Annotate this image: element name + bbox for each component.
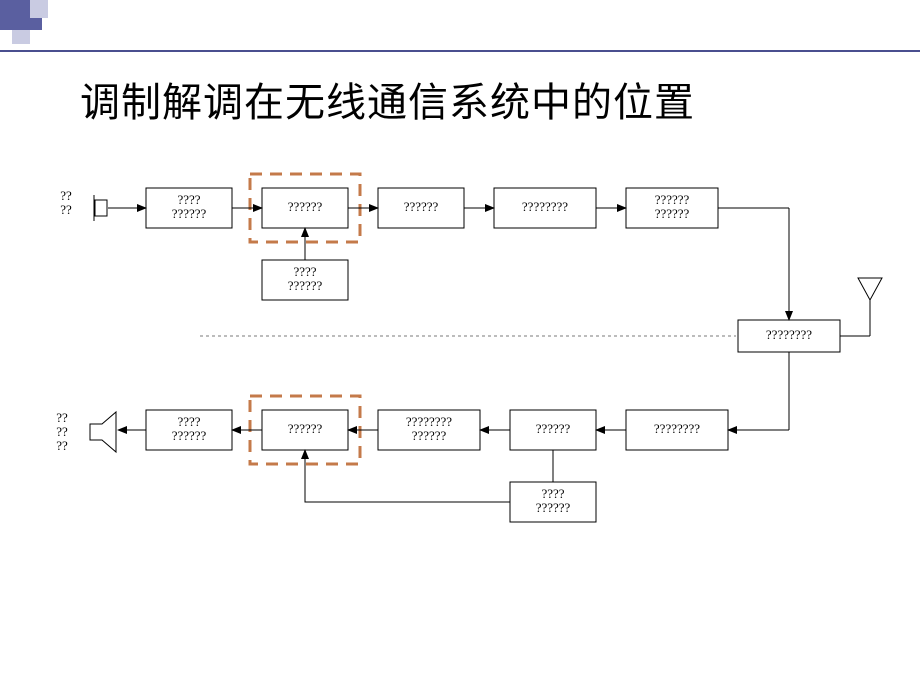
block-tx_mod-label: ?????? — [288, 199, 323, 214]
output-label: ?? — [56, 438, 68, 453]
block-rx_osc-label: ???? — [541, 486, 564, 501]
block-tx1-label: ?????? — [172, 206, 207, 221]
antenna-icon — [858, 278, 882, 300]
output-label: ?? — [56, 424, 68, 439]
block-rx3-label: ???????? — [406, 414, 452, 429]
block-rx5-label: ???????? — [654, 421, 700, 436]
block-tx5-label: ?????? — [655, 206, 690, 221]
block-rx4-label: ?????? — [536, 421, 571, 436]
block-tx3-label: ?????? — [404, 199, 439, 214]
block-rx3-label: ?????? — [412, 428, 447, 443]
arrow — [305, 450, 510, 502]
speaker-icon — [90, 412, 116, 452]
block-rx_demod-label: ?????? — [288, 421, 323, 436]
block-tx4-label: ???????? — [522, 199, 568, 214]
block-tx_osc-label: ?????? — [288, 278, 323, 293]
block-duplex-label: ???????? — [766, 327, 812, 342]
diagram: ????????????????????????????????????????… — [0, 0, 920, 690]
block-rx_osc-label: ?????? — [536, 500, 571, 515]
block-tx5-label: ?????? — [655, 192, 690, 207]
block-tx_osc-label: ???? — [293, 264, 316, 279]
output-label: ?? — [56, 410, 68, 425]
input-label: ?? — [60, 188, 72, 203]
block-rx1-label: ???? — [177, 414, 200, 429]
input-label: ?? — [60, 202, 72, 217]
block-tx1-label: ???? — [177, 192, 200, 207]
block-rx1-label: ?????? — [172, 428, 207, 443]
